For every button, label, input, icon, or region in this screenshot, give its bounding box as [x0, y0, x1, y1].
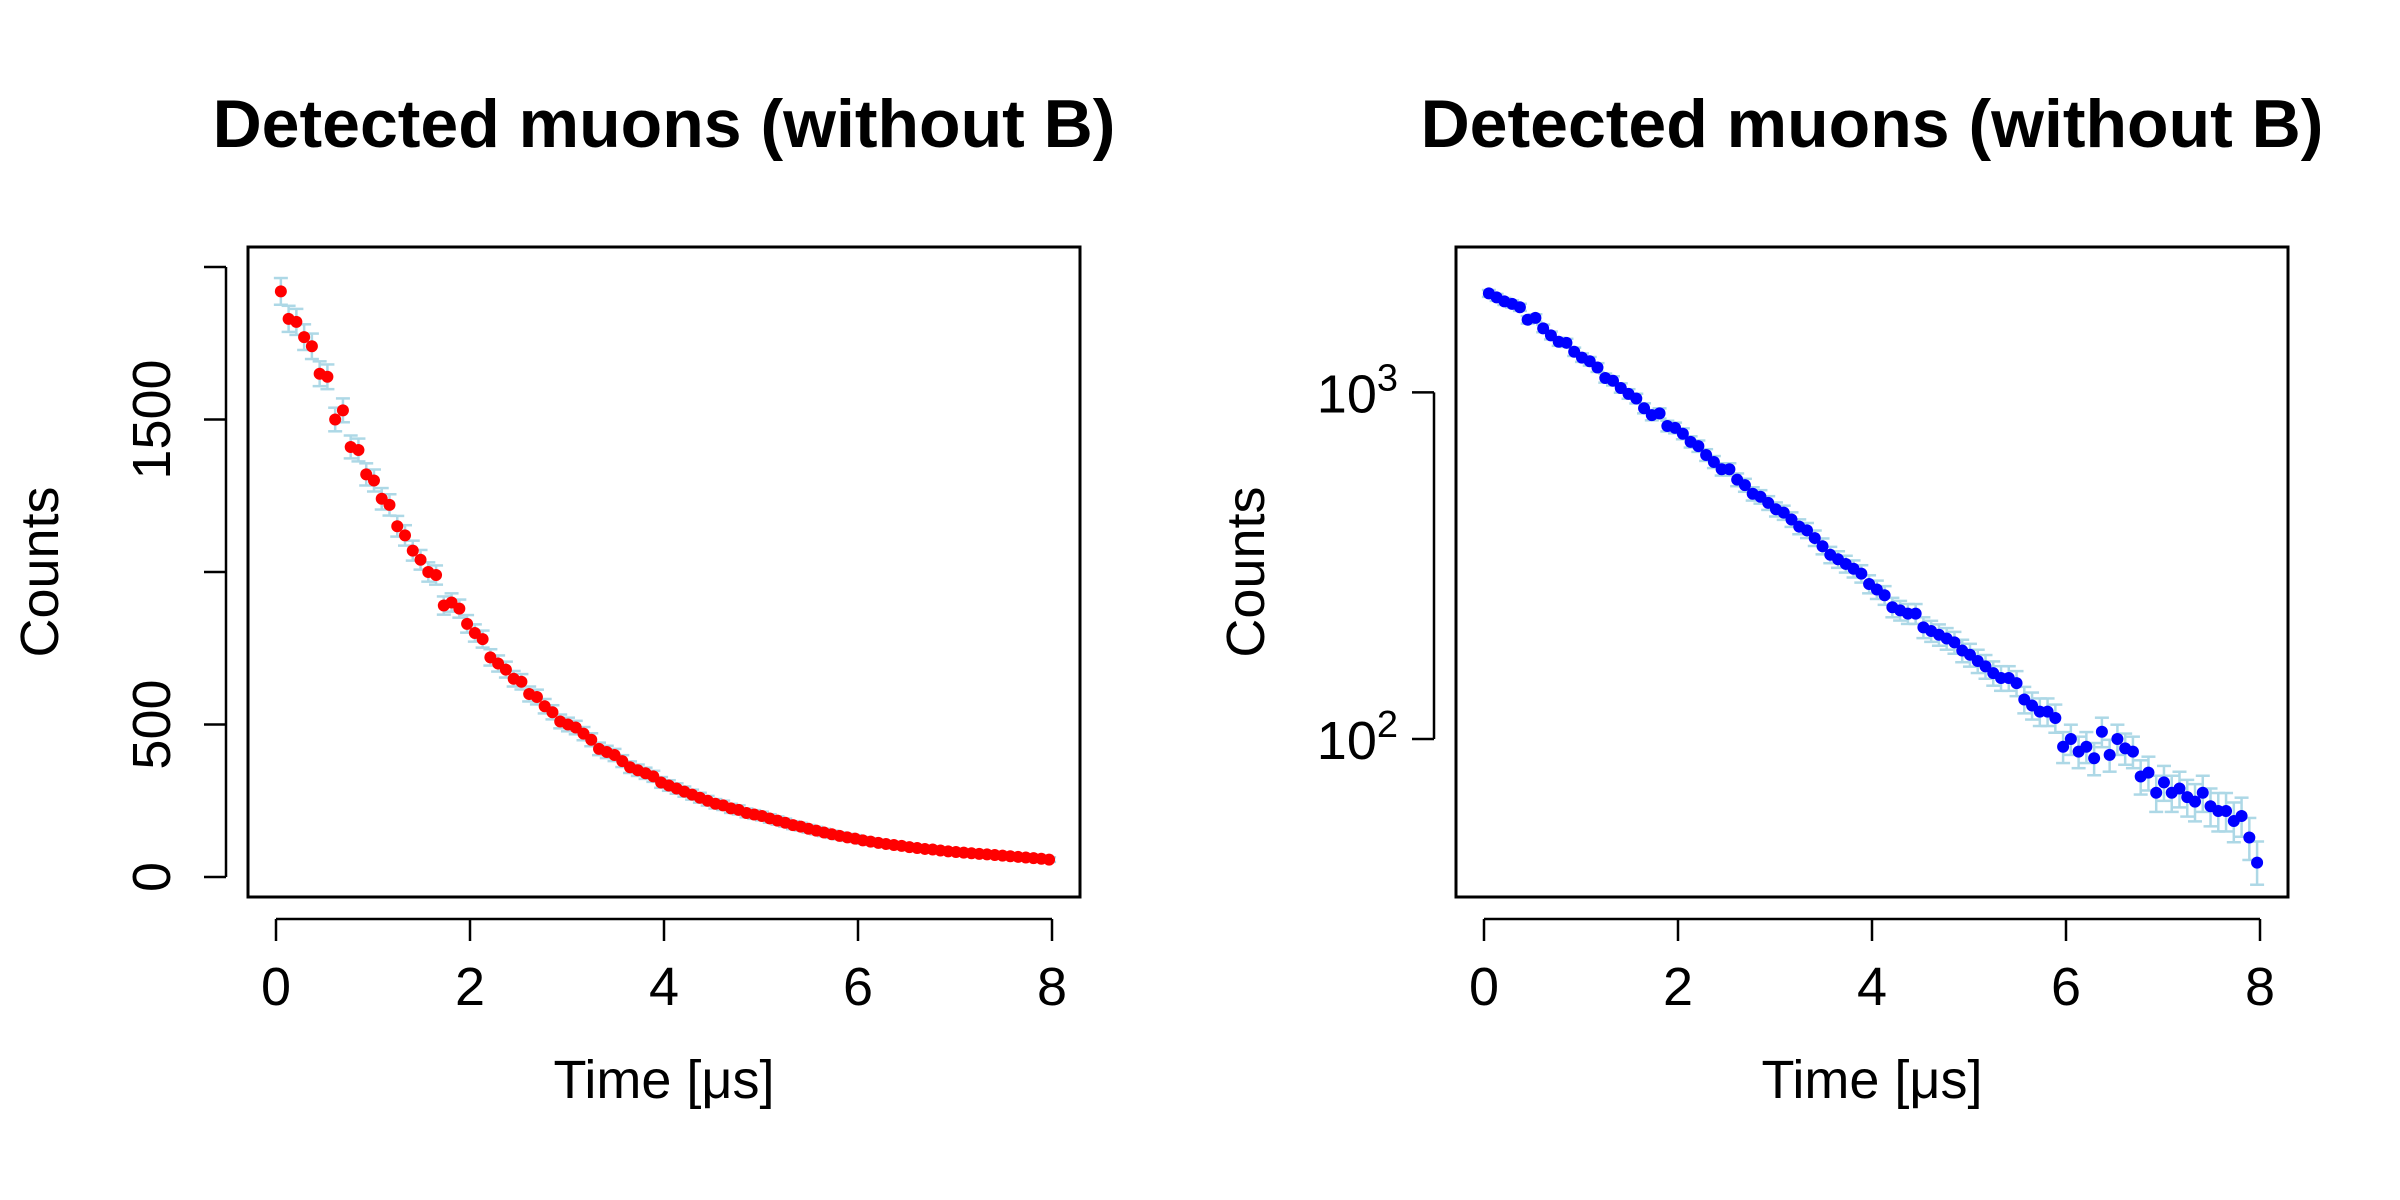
data-point	[1707, 455, 1720, 468]
x-tick-label: 4	[1857, 957, 1887, 1017]
data-point	[2251, 856, 2264, 869]
data-point	[1948, 636, 1961, 649]
data-point	[1043, 853, 1056, 866]
data-point	[2189, 795, 2202, 808]
data-point	[1855, 567, 1868, 580]
data-point	[1591, 361, 1604, 374]
data-point	[2103, 748, 2116, 761]
data-point	[1816, 540, 1829, 553]
data-point	[2220, 805, 2233, 818]
data-point	[1878, 589, 1891, 602]
data-point	[2235, 809, 2248, 822]
data-point	[1676, 427, 1689, 440]
y-axis-label: Counts	[10, 486, 70, 657]
y-tick-label: 500	[122, 679, 182, 769]
x-tick-label: 2	[455, 957, 485, 1017]
data-point	[476, 633, 489, 646]
data-point	[1529, 311, 1542, 324]
linear-counts-panel: Detected muons (without B) 0 2 4 6 8 Time [μs]…	[10, 86, 1115, 1110]
data-point	[2173, 782, 2186, 795]
data-point	[391, 520, 404, 533]
data-point	[2088, 752, 2101, 765]
y-tick-label: 103	[1317, 357, 1398, 424]
data-point	[530, 691, 543, 704]
data-point	[274, 285, 287, 298]
data-point	[1777, 506, 1790, 519]
data-point	[2111, 733, 2124, 746]
x-tick-label: 0	[261, 957, 291, 1017]
y-tick-label: 1500	[122, 359, 182, 479]
data-point	[2126, 745, 2139, 758]
data-point	[499, 663, 512, 676]
data-point	[453, 602, 466, 615]
data-point	[1700, 448, 1713, 461]
data-point	[2243, 831, 2256, 844]
data-point	[290, 315, 303, 328]
data-point	[1801, 524, 1814, 537]
y-tick-label: 0	[122, 862, 182, 892]
data-point	[367, 474, 380, 487]
x-tick-label: 8	[2245, 957, 2275, 1017]
data-point	[1513, 301, 1526, 314]
data-point	[298, 331, 311, 344]
data-point	[406, 544, 419, 557]
data-point	[1692, 440, 1705, 453]
data-point	[2095, 725, 2108, 738]
data-point	[2049, 712, 2062, 725]
data-point	[383, 498, 396, 511]
data-point	[1808, 532, 1821, 545]
data-point	[305, 340, 318, 353]
log-counts-panel: Detected muons (without B) 0 2 4 6 8 Time [μs]…	[1216, 86, 2323, 1110]
x-tick-label: 8	[1037, 957, 1067, 1017]
x-axis-label: Time [μs]	[553, 1050, 774, 1110]
x-tick-label: 2	[1663, 957, 1693, 1017]
data-point	[2010, 677, 2023, 690]
plot-frame	[246, 245, 1082, 899]
data-point	[2196, 786, 2209, 799]
data-point	[1638, 402, 1651, 415]
data-point	[399, 529, 412, 542]
data-point	[2057, 740, 2070, 753]
x-tick-label: 4	[649, 957, 679, 1017]
x-axis-label: Time [μs]	[1761, 1050, 1982, 1110]
chart-title: Detected muons (without B)	[1421, 86, 2324, 162]
x-tick-label: 6	[2051, 957, 2081, 1017]
data-point	[1785, 513, 1798, 526]
x-tick-label: 0	[1469, 957, 1499, 1017]
data-point	[1630, 392, 1643, 405]
data-point	[414, 553, 427, 566]
y-tick-label: 102	[1317, 704, 1398, 771]
data-point	[430, 569, 443, 582]
plot-frame	[1454, 245, 2290, 899]
data-point	[1723, 463, 1736, 476]
data-point	[1653, 407, 1666, 420]
data-point	[1738, 479, 1751, 492]
data-point	[1607, 374, 1620, 387]
data-point	[1537, 322, 1550, 335]
data-point	[515, 675, 528, 688]
data-point	[2150, 786, 2163, 799]
x-tick-label: 6	[843, 957, 873, 1017]
chart-title: Detected muons (without B)	[213, 86, 1116, 162]
data-point	[336, 404, 349, 417]
data-point	[2142, 766, 2155, 779]
data-point	[2064, 733, 2077, 746]
data-point	[461, 617, 474, 630]
data-point	[546, 706, 559, 719]
data-point	[1909, 607, 1922, 620]
y-axis-label: Counts	[1216, 486, 1276, 657]
data-point	[352, 444, 365, 456]
data-point	[2157, 776, 2170, 789]
data-point	[1560, 336, 1573, 349]
data-point	[329, 413, 342, 426]
data-point	[585, 733, 598, 746]
data-point	[2080, 740, 2093, 753]
data-point	[321, 370, 334, 383]
